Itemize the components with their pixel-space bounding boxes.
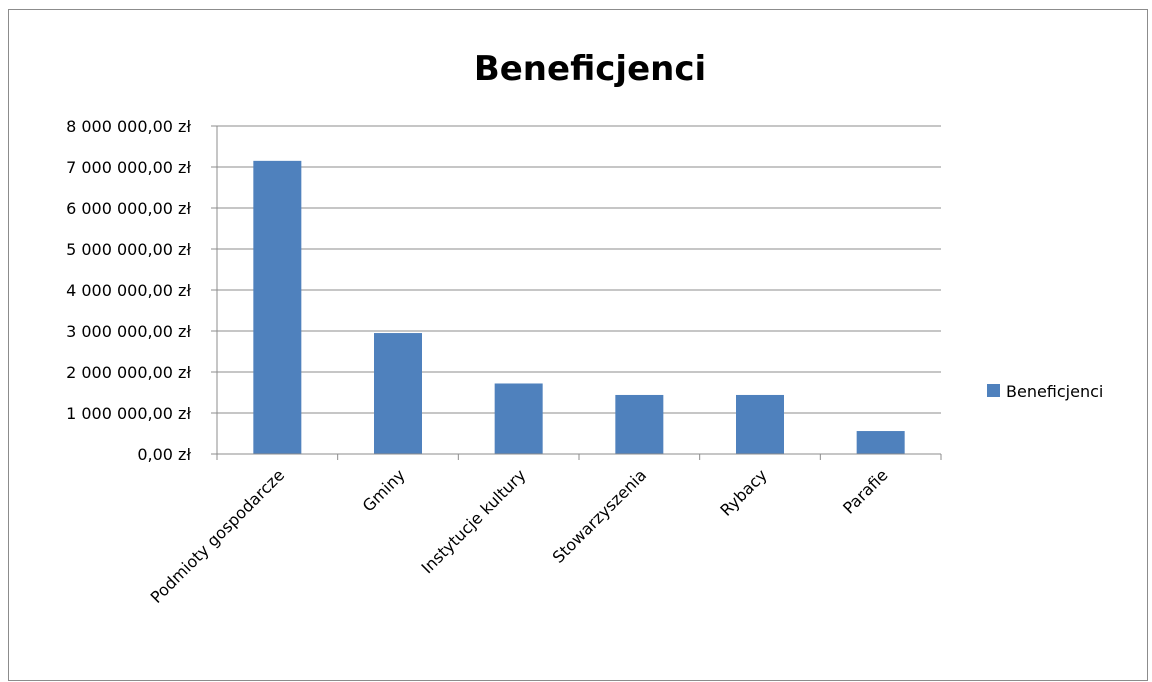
chart-title: Beneficjenci	[474, 49, 706, 89]
bars	[253, 160, 905, 454]
chart-frame	[8, 9, 1148, 681]
y-tick-label: 3 000 000,00 zł	[66, 322, 191, 341]
x-axis	[216, 126, 942, 460]
x-tick-label: Parafie	[839, 465, 891, 517]
x-tick-label: Rybacy	[716, 465, 770, 519]
bar	[856, 431, 905, 454]
legend-swatch	[987, 384, 1000, 397]
legend-label: Beneficjenci	[1006, 382, 1103, 401]
bar	[736, 394, 784, 454]
y-tick-label: 7 000 000,00 zł	[66, 158, 191, 177]
y-tick-label: 0,00 zł	[137, 445, 191, 464]
y-tick-label: 4 000 000,00 zł	[66, 281, 191, 300]
y-tick-label: 8 000 000,00 zł	[66, 117, 191, 136]
x-tick-label: Stowarzyszenia	[549, 465, 650, 566]
x-tick-label: Podmioty gospodarcze	[147, 465, 289, 607]
y-tick-label: 5 000 000,00 zł	[66, 240, 191, 259]
gridlines	[211, 125, 941, 455]
y-axis-ticks: 0,00 zł 1 000 000,00 zł 2 000 000,00 zł 3 0…	[66, 117, 191, 464]
bar	[494, 383, 543, 454]
x-tick-label: Gminy	[359, 465, 409, 515]
bar	[253, 160, 302, 454]
bar	[374, 333, 422, 454]
y-tick-label: 1 000 000,00 zł	[66, 404, 191, 423]
x-tick-label: Instytucje kultury	[418, 465, 530, 577]
x-axis-labels: Podmioty gospodarcze Gminy Instytucje kult…	[147, 465, 892, 607]
y-tick-label: 6 000 000,00 zł	[66, 199, 191, 218]
legend: Beneficjenci	[987, 382, 1103, 401]
bar	[615, 394, 664, 454]
y-tick-label: 2 000 000,00 zł	[66, 363, 191, 382]
